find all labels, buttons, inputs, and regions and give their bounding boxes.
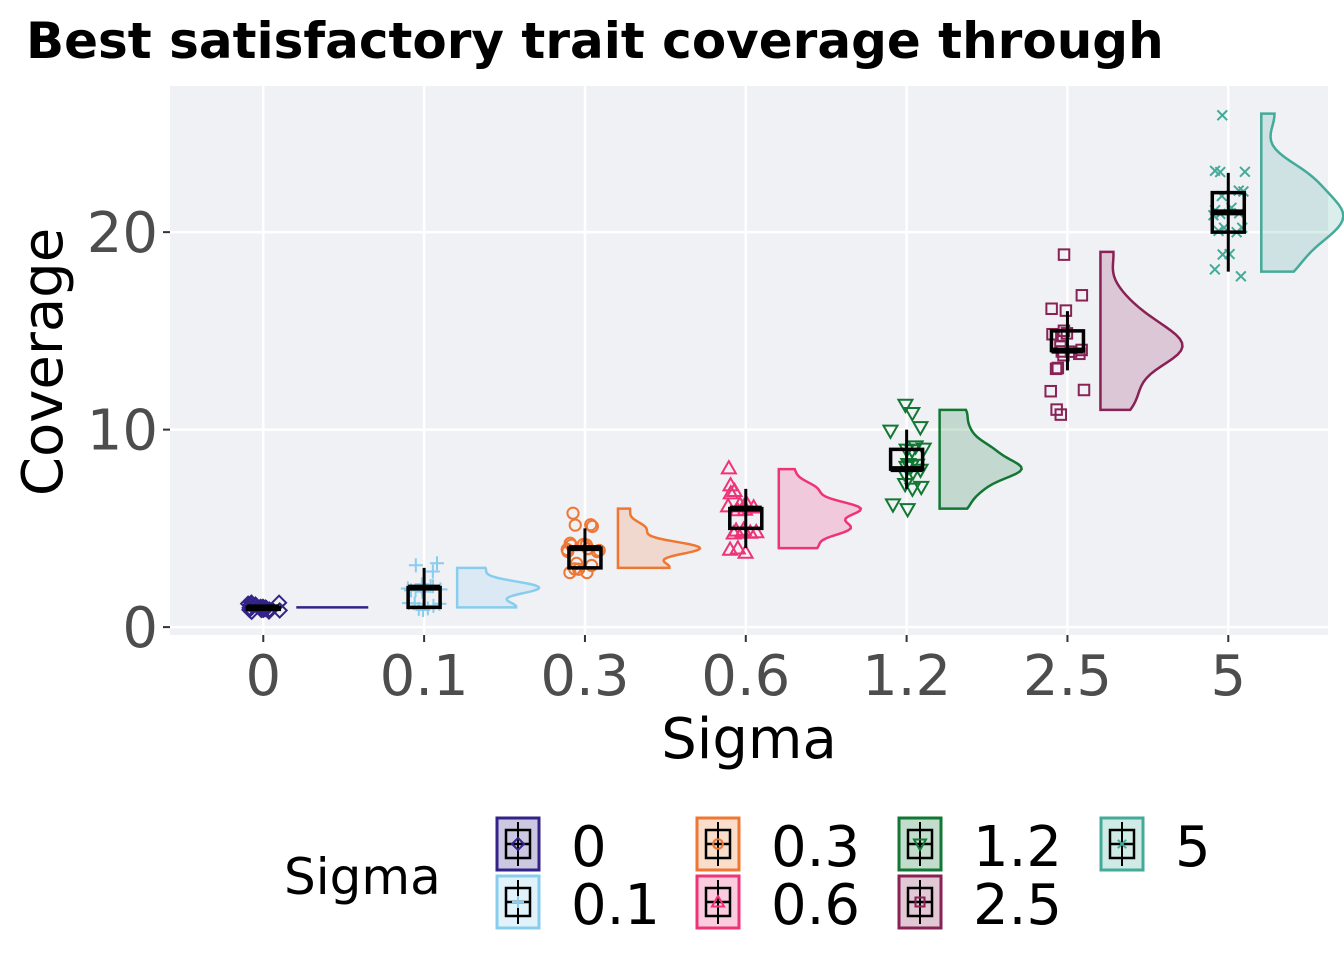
data-point xyxy=(1077,383,1091,397)
legend-marker xyxy=(912,838,928,853)
x-tick-label: 2.5 xyxy=(1023,644,1112,709)
legend-title: Sigma xyxy=(284,848,441,906)
data-point xyxy=(881,424,900,440)
y-tick-label: 10 xyxy=(87,399,158,464)
legend-label: 0.6 xyxy=(771,873,860,938)
series-0-1 xyxy=(400,556,541,617)
data-point xyxy=(1051,361,1065,375)
legend-marker xyxy=(510,836,526,852)
legend-label: 0 xyxy=(571,815,607,880)
y-axis: 0 10 20 xyxy=(87,201,170,661)
data-point xyxy=(425,564,440,579)
data-point xyxy=(896,398,915,415)
data-point xyxy=(721,540,739,556)
x-tick-label: 0.1 xyxy=(380,644,469,709)
x-axis: 0 0.1 0.3 0.6 1.2 2.5 5 xyxy=(245,635,1246,709)
legend: Sigma 00.1 0.30.6 1.22.5 5 xyxy=(284,815,1211,938)
data-point xyxy=(1217,248,1229,261)
data-point xyxy=(722,484,740,500)
violin xyxy=(938,408,1023,510)
legend-label: 0.1 xyxy=(571,873,660,938)
legend-item-0: 0 xyxy=(495,815,607,880)
plot-marks xyxy=(239,109,1344,621)
data-point xyxy=(430,556,445,571)
series-0-3 xyxy=(560,506,702,580)
data-point xyxy=(1209,165,1221,177)
legend-item-0-1: 0.1 xyxy=(495,873,660,938)
violin xyxy=(616,507,702,570)
x-tick-label: 0 xyxy=(245,644,281,709)
legend-label: 5 xyxy=(1175,815,1211,880)
data-point xyxy=(566,506,580,520)
data-point xyxy=(1057,248,1071,261)
plot-panel xyxy=(170,86,1328,635)
legend-marker xyxy=(712,838,724,850)
legend-label: 0.3 xyxy=(771,815,860,880)
y-tick-label: 20 xyxy=(87,201,158,266)
data-point xyxy=(729,539,747,555)
series-0 xyxy=(239,594,369,621)
data-point xyxy=(884,498,902,514)
data-point xyxy=(1216,109,1228,121)
series-0-6 xyxy=(719,459,863,559)
chart-title: Best satisfactory trait coverage through xyxy=(26,12,1164,70)
data-point xyxy=(736,543,755,559)
data-point xyxy=(584,518,598,532)
data-point xyxy=(898,503,917,519)
x-tick-label: 0.3 xyxy=(540,644,629,709)
data-point xyxy=(1239,166,1251,178)
data-point xyxy=(1045,302,1058,315)
data-point xyxy=(720,459,738,475)
legend-item-5: 5 xyxy=(1099,815,1211,880)
data-point xyxy=(912,480,930,497)
y-axis-title: Coverage xyxy=(11,228,76,496)
x-tick-label: 5 xyxy=(1210,644,1246,709)
gridlines xyxy=(170,86,1328,635)
data-point xyxy=(903,482,922,498)
x-tick-label: 1.2 xyxy=(862,644,951,709)
data-point xyxy=(1054,408,1068,421)
data-point xyxy=(1075,289,1089,302)
data-point xyxy=(585,519,600,534)
data-point xyxy=(725,481,744,498)
legend-item-0-6: 0.6 xyxy=(695,873,860,938)
legend-marker xyxy=(512,896,524,908)
series-5 xyxy=(1207,109,1344,282)
x-tick-label: 0.6 xyxy=(701,644,790,709)
legend-item-1-2: 1.2 xyxy=(897,815,1062,880)
legend-item-0-3: 0.3 xyxy=(695,815,860,880)
data-point xyxy=(408,558,423,573)
violin xyxy=(1260,112,1344,273)
legend-marker xyxy=(710,893,726,908)
data-point xyxy=(1235,270,1247,282)
data-point xyxy=(242,596,260,614)
violin xyxy=(1099,250,1184,412)
data-point xyxy=(568,518,582,532)
legend-marker xyxy=(914,896,926,908)
legend-label: 2.5 xyxy=(973,873,1062,938)
legend-marker xyxy=(1117,839,1127,849)
data-point xyxy=(899,458,917,474)
data-point xyxy=(1044,384,1057,398)
series-1-2 xyxy=(881,398,1023,519)
violin xyxy=(777,467,863,550)
series-2-5 xyxy=(1044,248,1184,421)
legend-item-2-5: 2.5 xyxy=(897,873,1062,938)
y-tick-label: 0 xyxy=(122,596,158,661)
data-point xyxy=(911,421,930,437)
violin xyxy=(455,566,541,609)
legend-label: 1.2 xyxy=(973,815,1062,880)
x-axis-title: Sigma xyxy=(661,707,837,772)
data-point xyxy=(1059,304,1073,317)
data-point xyxy=(1209,263,1221,275)
data-point xyxy=(903,407,922,423)
